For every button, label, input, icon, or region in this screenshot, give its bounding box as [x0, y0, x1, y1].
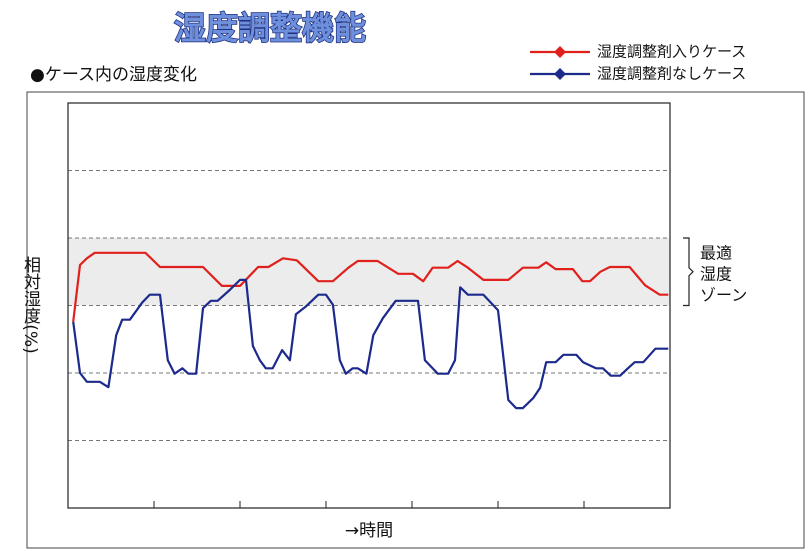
subtitle: ●ケース内の湿度変化 — [30, 65, 197, 85]
series-line — [72, 278, 669, 410]
legend-marker — [554, 46, 566, 58]
chart-title: 湿度調整機能 — [174, 9, 366, 47]
frame — [26, 91, 805, 549]
legend-label: 湿度調整剤入りケース — [597, 43, 746, 61]
x-axis-label: →時間 — [345, 521, 393, 541]
zone-bracket — [683, 237, 694, 307]
legend-marker — [554, 68, 566, 80]
zone-label: ゾーン — [700, 286, 747, 305]
legend-label: 湿度調整剤なしケース — [597, 65, 746, 83]
y-axis-label: 相対湿度(%) — [20, 256, 41, 353]
zone-label: 最適 — [700, 244, 732, 263]
optimal-zone — [68, 238, 670, 306]
plot-area — [67, 102, 671, 509]
zone-label: 湿度 — [700, 265, 732, 284]
series-line — [72, 251, 669, 322]
